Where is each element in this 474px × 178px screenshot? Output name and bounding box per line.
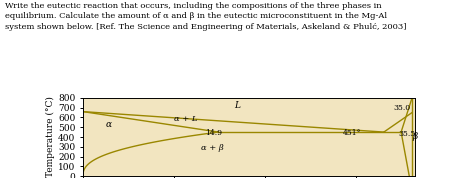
Text: α: α (106, 120, 112, 129)
Text: 35.0: 35.0 (393, 104, 410, 112)
Text: L: L (235, 101, 240, 110)
Y-axis label: Temperature (°C): Temperature (°C) (46, 97, 55, 177)
Text: α + L: α + L (174, 115, 197, 123)
Text: 35.5: 35.5 (398, 130, 416, 138)
Text: α + β: α + β (201, 144, 224, 152)
Text: 451°: 451° (343, 129, 362, 137)
Text: Write the eutectic reaction that occurs, including the compositions of the three: Write the eutectic reaction that occurs,… (5, 2, 406, 31)
Text: β: β (412, 132, 418, 141)
Text: 14.9: 14.9 (205, 129, 222, 137)
